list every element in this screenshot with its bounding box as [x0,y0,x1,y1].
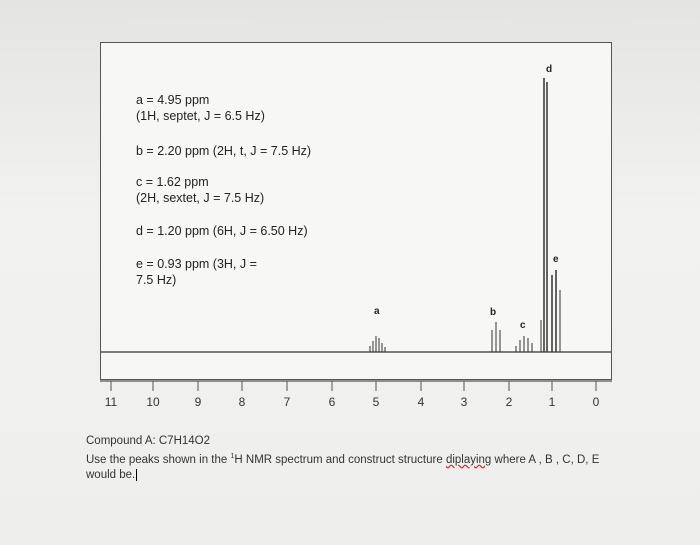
prompt-text: Use the peaks shown in the [86,453,231,466]
spectrum-frame [100,42,612,380]
prompt-text: would be. [86,468,136,481]
note: d = 1.20 ppm (6H, J = 6.50 Hz) [136,224,308,238]
note: e = 0.93 ppm (3H, J = [136,257,257,271]
note: (2H, sextet, J = 7.5 Hz) [136,191,265,205]
peak-label: d [546,64,553,75]
axis-label: 2 [505,395,513,409]
axis-label: 10 [146,395,160,409]
axis-label: 0 [592,395,600,409]
note: a = 4.95 ppm [136,93,210,107]
peak-label: b [490,307,497,318]
superscript: 1 [230,453,235,460]
axis-label: 3 [460,395,468,409]
axis-label: 6 [328,395,336,409]
peak-label: c [520,320,526,331]
prompt-text: H NMR spectrum and construct structure [234,453,446,466]
axis-label: 8 [238,395,246,409]
note: 7.5 Hz) [136,273,177,287]
compound: Compound A: C7H14O2 [86,435,211,447]
axis-label: 5 [372,395,380,409]
note: b = 2.20 ppm (2H, t, J = 7.5 Hz) [136,144,312,158]
axis-label: 11 [104,395,118,409]
peak-label: e [553,254,559,265]
prompt-text: where A , B , C, D, E [491,453,600,466]
note: (1H, septet, J = 6.5 Hz) [136,109,265,123]
prompt: Use the peaks shown in the 1H NMR spectr… [86,449,599,468]
text-cursor [136,468,138,481]
axis-label: 7 [283,395,291,409]
axis-label: 1 [548,395,556,409]
prompt[interactable]: would be. [86,468,599,483]
peak-label: a [374,306,380,317]
question: Compound A: C7H14O2 Use the peaks shown … [86,434,599,483]
note: c = 1.62 ppm [136,175,209,189]
axis-label: 9 [194,395,202,409]
axis-label: 4 [417,395,425,409]
misspelled-word: diplaying [445,453,492,466]
